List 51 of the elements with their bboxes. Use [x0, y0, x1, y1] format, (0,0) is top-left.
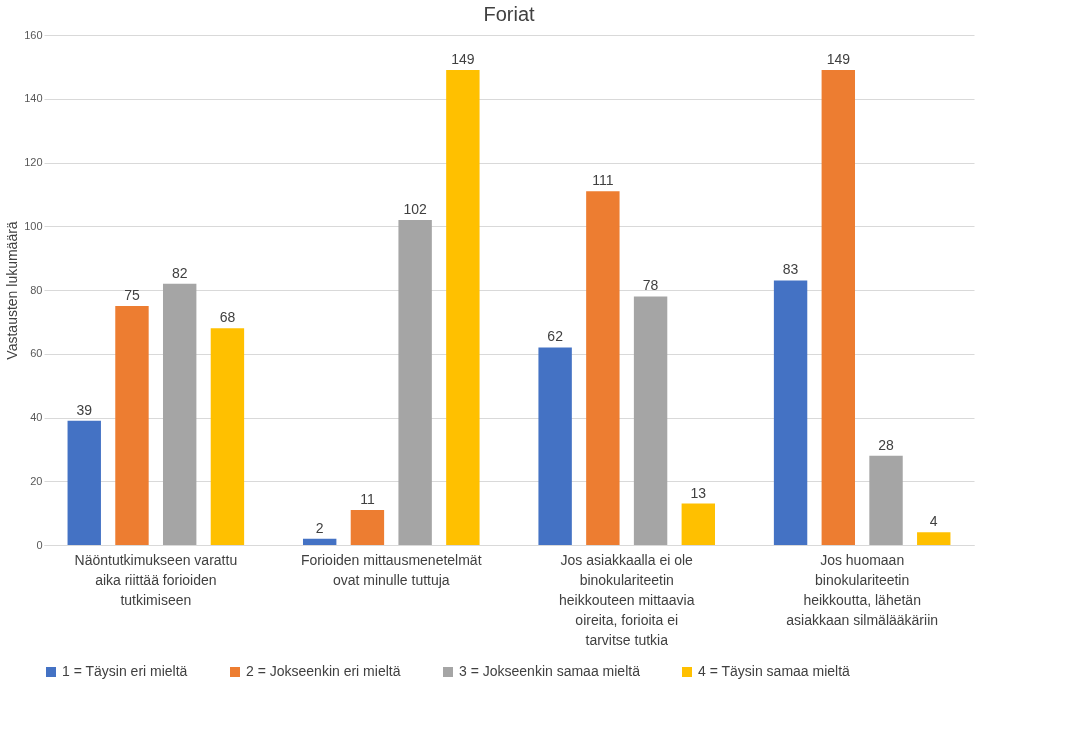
data-label: 78 — [642, 277, 659, 294]
data-label: 149 — [451, 51, 475, 68]
bar — [681, 503, 716, 545]
bar — [302, 538, 337, 545]
bar — [538, 347, 572, 545]
data-label: 82 — [171, 264, 188, 281]
bar — [67, 420, 101, 545]
bar — [869, 455, 903, 545]
bar — [115, 305, 149, 545]
data-label: 68 — [219, 309, 236, 326]
y-tick-label: 140 — [24, 92, 43, 105]
data-label: 13 — [690, 484, 707, 501]
y-tick-label: 100 — [24, 219, 43, 232]
data-label: 2 — [315, 519, 324, 536]
data-label: 39 — [76, 401, 93, 418]
bar — [446, 70, 480, 545]
data-label: 28 — [878, 436, 895, 453]
bar — [773, 280, 808, 545]
bar — [821, 70, 856, 545]
bar — [586, 191, 620, 545]
legend-label: 1 = Täysin eri mieltä — [62, 663, 188, 679]
y-tick-label: 60 — [30, 347, 43, 360]
y-tick-label: 0 — [36, 538, 43, 551]
legend-label: 2 = Jokseenkin eri mieltä — [246, 663, 401, 679]
legend-label: 3 = Jokseenkin samaa mieltä — [459, 663, 641, 679]
y-tick-label: 120 — [24, 156, 43, 168]
chart-title: Foriat — [483, 3, 535, 25]
x-tick-label: Forioiden mittausmenetelmät ovat minulle tuttuja — [301, 551, 482, 588]
data-label: 4 — [929, 513, 938, 530]
y-tick-label: 80 — [30, 283, 43, 296]
data-label: 11 — [360, 490, 375, 507]
bar — [917, 532, 951, 545]
data-label: 83 — [782, 261, 799, 278]
y-tick-label: 40 — [30, 411, 43, 423]
data-label: 149 — [826, 51, 851, 68]
data-label: 75 — [124, 286, 140, 303]
bar — [398, 219, 432, 545]
bar — [210, 328, 245, 545]
data-label: 62 — [547, 328, 564, 345]
y-tick-label: 20 — [30, 474, 43, 487]
y-axis-title: Vastausten lukumäärä — [4, 221, 21, 360]
bar — [633, 296, 668, 545]
bar — [350, 509, 385, 545]
x-tick-label: Näöntutkimukseen varattu aika riittää forioiden tutkimiseen — [74, 551, 238, 608]
legend-label: 4 = Täysin samaa mieltä — [698, 663, 851, 679]
x-tick-label: Jos asiakkaalla ei ole binokulariteetin heikkouteen mittaavia oireita, forioita ei tarvitse tutkia — [559, 551, 695, 648]
bar — [162, 283, 197, 545]
y-tick-label: 160 — [24, 28, 43, 41]
data-label: 111 — [592, 172, 614, 189]
data-label: 102 — [403, 200, 428, 217]
x-tick-label: Jos huomaan binokulariteetin heikkoutta, lähetän asiakkaan silmälääkäriin — [786, 551, 939, 628]
